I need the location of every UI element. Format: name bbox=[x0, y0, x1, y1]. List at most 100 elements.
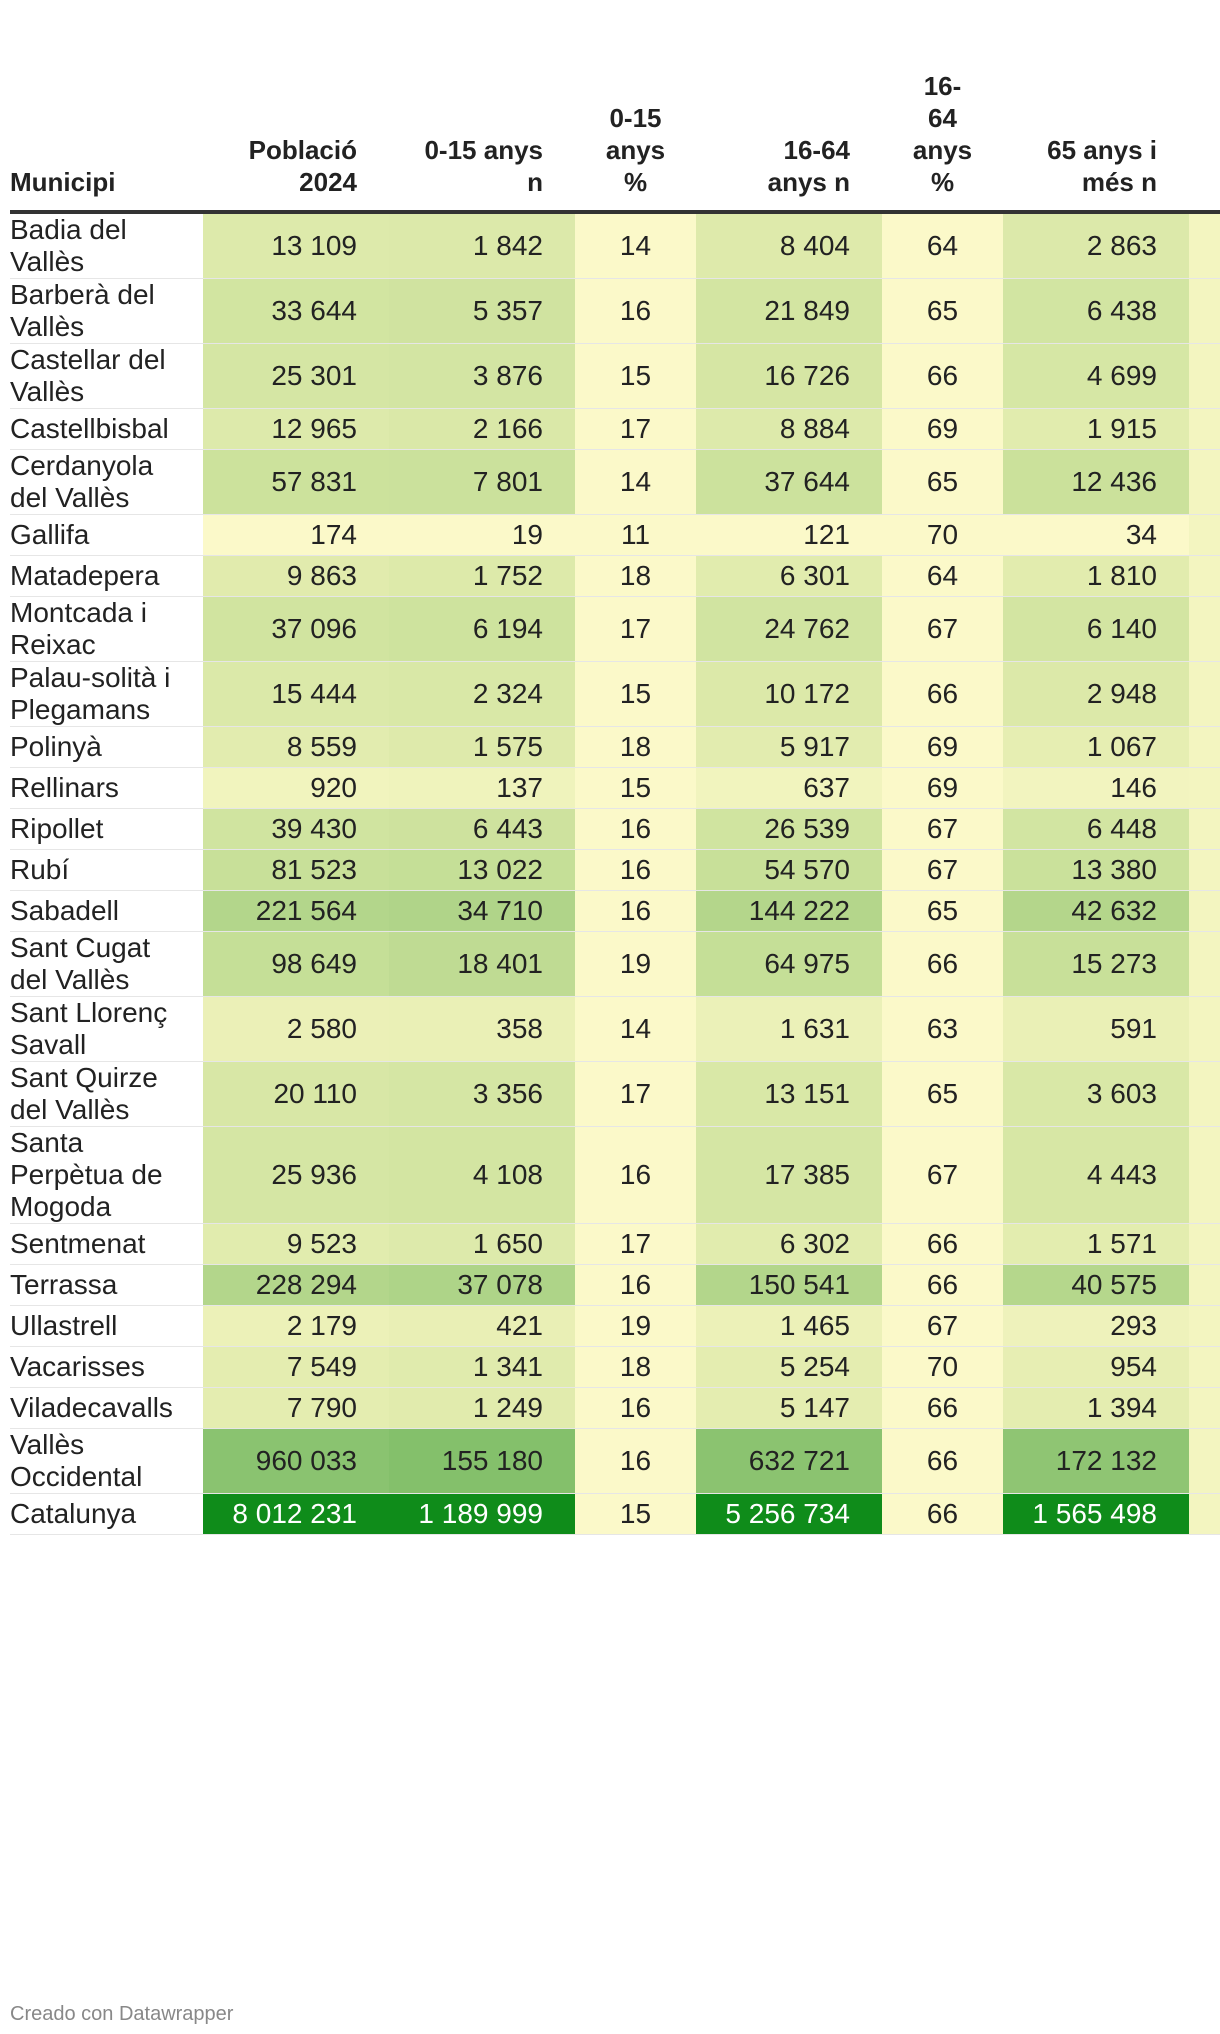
cell-0-15-n: 6 443 bbox=[389, 808, 575, 850]
table-row: Castellar del Vallès 25 301 3 876 15 16 726 66… bbox=[10, 343, 1220, 409]
cell-poblacio: 57 831 bbox=[203, 449, 389, 515]
cell-65-n: 4 699 bbox=[1003, 343, 1189, 409]
row-label-line: Vallès bbox=[10, 376, 85, 407]
cell-65-n: 2 863 bbox=[1003, 212, 1189, 279]
cell-16-64-pct: 64 bbox=[882, 555, 1003, 597]
row-label-line: Montcada i bbox=[10, 597, 147, 628]
cell-0-15-n: 2 166 bbox=[389, 408, 575, 450]
cell-0-15-pct: 18 bbox=[575, 726, 696, 768]
cell-65-n: 1 067 bbox=[1003, 726, 1189, 768]
cell-0-15-n: 358 bbox=[389, 996, 575, 1062]
cell-0-15-pct: 14 bbox=[575, 996, 696, 1062]
row-label-line: Rellinars bbox=[10, 772, 119, 803]
header-line: anys bbox=[912, 135, 973, 165]
cell-16-64-n: 5 147 bbox=[696, 1387, 882, 1429]
cell-16-64-pct: 67 bbox=[882, 808, 1003, 850]
row-label-line: Ullastrell bbox=[10, 1310, 118, 1341]
cell-0-15-n: 2 324 bbox=[389, 661, 575, 727]
cell-municipi: Ullastrell bbox=[10, 1305, 203, 1347]
table-row: Sentmenat 9 523 1 650 17 6 302 66 1 571 bbox=[10, 1223, 1220, 1265]
cell-16-64-pct: 65 bbox=[882, 1061, 1003, 1127]
row-edge bbox=[1189, 278, 1220, 344]
cell-0-15-n: 137 bbox=[389, 767, 575, 809]
cell-municipi: Catalunya bbox=[10, 1493, 203, 1535]
cell-0-15-pct: 17 bbox=[575, 596, 696, 662]
cell-0-15-pct: 15 bbox=[575, 661, 696, 727]
row-edge bbox=[1189, 1493, 1220, 1535]
cell-65-n: 1 810 bbox=[1003, 555, 1189, 597]
row-label-line: Sant Cugat bbox=[10, 932, 151, 963]
row-label-line: Vallès bbox=[10, 311, 85, 342]
cell-poblacio: 228 294 bbox=[203, 1264, 389, 1306]
cell-poblacio: 920 bbox=[203, 767, 389, 809]
row-label-line: Gallifa bbox=[10, 519, 90, 550]
table-row: Montcada i Reixac 37 096 6 194 17 24 762 67 6 1… bbox=[10, 596, 1220, 662]
cell-poblacio: 2 179 bbox=[203, 1305, 389, 1347]
cell-0-15-pct: 14 bbox=[575, 449, 696, 515]
cell-65-n: 172 132 bbox=[1003, 1428, 1189, 1494]
cell-municipi: Cerdanyola del Vallès bbox=[10, 449, 203, 515]
cell-municipi: Polinyà bbox=[10, 726, 203, 768]
cell-16-64-n: 64 975 bbox=[696, 931, 882, 997]
cell-16-64-n: 8 884 bbox=[696, 408, 882, 450]
cell-16-64-pct: 67 bbox=[882, 849, 1003, 891]
row-label-line: Terrassa bbox=[10, 1269, 118, 1300]
row-edge bbox=[1189, 849, 1220, 891]
cell-16-64-pct: 66 bbox=[882, 931, 1003, 997]
cell-0-15-pct: 17 bbox=[575, 408, 696, 450]
row-label-line: Reixac bbox=[10, 629, 96, 660]
cell-0-15-pct: 16 bbox=[575, 1387, 696, 1429]
table-row: Badia del Vallès 13 109 1 842 14 8 404 64 2 863 bbox=[10, 212, 1220, 279]
header-line: 64 bbox=[928, 103, 957, 133]
cell-65-n: 12 436 bbox=[1003, 449, 1189, 515]
cell-poblacio: 7 790 bbox=[203, 1387, 389, 1429]
cell-16-64-n: 24 762 bbox=[696, 596, 882, 662]
row-edge bbox=[1189, 596, 1220, 662]
cell-16-64-n: 13 151 bbox=[696, 1061, 882, 1127]
header-line: 16- bbox=[923, 71, 962, 101]
row-label-line: Vallès bbox=[10, 246, 85, 277]
row-label-line: Castellar del bbox=[10, 344, 166, 375]
header-line: Municipi bbox=[10, 167, 116, 197]
table-row: Viladecavalls 7 790 1 249 16 5 147 66 1 394 bbox=[10, 1387, 1220, 1429]
cell-0-15-pct: 17 bbox=[575, 1061, 696, 1127]
header-line: 0-15 anys bbox=[424, 135, 543, 165]
table-row: Ripollet 39 430 6 443 16 26 539 67 6 448 bbox=[10, 808, 1220, 850]
row-edge bbox=[1189, 1126, 1220, 1224]
row-label-line: Vacarisses bbox=[10, 1351, 145, 1382]
cell-0-15-n: 155 180 bbox=[389, 1428, 575, 1494]
table-row: Catalunya 8 012 231 1 189 999 15 5 256 734 66… bbox=[10, 1493, 1220, 1535]
cell-16-64-n: 21 849 bbox=[696, 278, 882, 344]
cell-municipi: Rubí bbox=[10, 849, 203, 891]
cell-16-64-n: 150 541 bbox=[696, 1264, 882, 1306]
row-label-line: Palau-solità i bbox=[10, 662, 171, 693]
row-label-line: Polinyà bbox=[10, 731, 102, 762]
row-edge bbox=[1189, 1061, 1220, 1127]
cell-16-64-n: 1 631 bbox=[696, 996, 882, 1062]
cell-16-64-n: 632 721 bbox=[696, 1428, 882, 1494]
row-label-line: Castellbisbal bbox=[10, 413, 169, 444]
header-line: anys n bbox=[767, 167, 850, 197]
cell-poblacio: 25 936 bbox=[203, 1126, 389, 1224]
cell-16-64-n: 17 385 bbox=[696, 1126, 882, 1224]
cell-poblacio: 33 644 bbox=[203, 278, 389, 344]
cell-16-64-pct: 65 bbox=[882, 449, 1003, 515]
cell-65-n: 6 438 bbox=[1003, 278, 1189, 344]
cell-16-64-n: 26 539 bbox=[696, 808, 882, 850]
cell-municipi: Vacarisses bbox=[10, 1346, 203, 1388]
row-edge bbox=[1189, 726, 1220, 768]
cell-municipi: Terrassa bbox=[10, 1264, 203, 1306]
table-row: Sabadell 221 564 34 710 16 144 222 65 42 632 bbox=[10, 890, 1220, 932]
cell-poblacio: 37 096 bbox=[203, 596, 389, 662]
table-row: Ullastrell 2 179 421 19 1 465 67 293 bbox=[10, 1305, 1220, 1347]
cell-0-15-pct: 16 bbox=[575, 849, 696, 891]
cell-0-15-pct: 15 bbox=[575, 343, 696, 409]
table-row: Sant Quirze del Vallès 20 110 3 356 17 13 151… bbox=[10, 1061, 1220, 1127]
table-row: Cerdanyola del Vallès 57 831 7 801 14 37 644 6… bbox=[10, 449, 1220, 515]
cell-16-64-n: 121 bbox=[696, 514, 882, 556]
row-label-line: Plegamans bbox=[10, 694, 151, 725]
cell-poblacio: 12 965 bbox=[203, 408, 389, 450]
header-0-15-pct: 0-15 anys% bbox=[575, 70, 696, 214]
cell-16-64-pct: 65 bbox=[882, 890, 1003, 932]
cell-65-n: 4 443 bbox=[1003, 1126, 1189, 1224]
